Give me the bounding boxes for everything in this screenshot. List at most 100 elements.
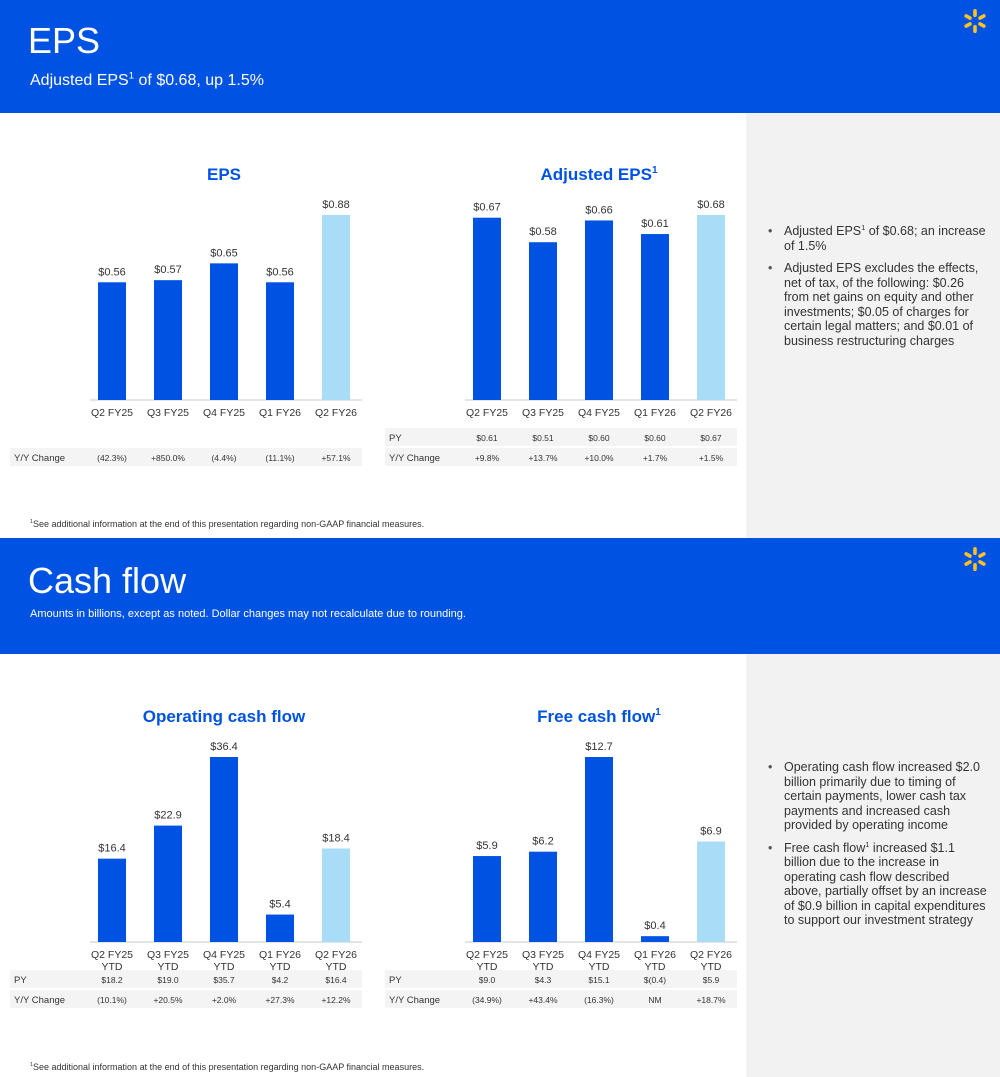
category-label: Q2 FY26: [690, 407, 732, 419]
chart-title: Operating cash flow: [143, 707, 306, 726]
category-label-line: Q2 FY25: [466, 949, 508, 961]
table-cell: $16.4: [325, 975, 347, 985]
bar: [473, 217, 501, 400]
bar: [585, 220, 613, 400]
footnote-mark: 1: [30, 519, 33, 525]
bar: [641, 936, 669, 942]
bullet-text: Adjusted EPS: [784, 224, 862, 238]
bar-value-label: $0.68: [697, 199, 725, 211]
table-row-label: Y/Y Change: [389, 453, 440, 464]
table-cell: +27.3%: [265, 995, 295, 1005]
cashflow-slide: Cash flow Amounts in billions, except as…: [0, 538, 1000, 1077]
eps-commentary-panel: Adjusted EPS1 of $0.68; an increase of 1…: [746, 113, 1000, 538]
category-label: Q4 FY25: [203, 407, 245, 419]
spark-ray: [978, 22, 986, 28]
bar-value-label: $22.9: [154, 810, 182, 822]
category-label-line: Q4 FY25: [578, 407, 620, 419]
adjusted-eps-chart: Adjusted EPS1 $0.67 Q2 FY25 $0.58 Q3 FY25 $0.…: [375, 150, 745, 470]
subtitle-text-post: of $0.68, up 1.5%: [134, 72, 264, 89]
bar-value-label: $0.66: [585, 204, 613, 216]
category-label-line: Q3 FY25: [522, 949, 564, 961]
bar-value-label: $36.4: [210, 741, 238, 753]
bar-value-label: $0.58: [529, 226, 557, 238]
cashflow-bullet-list: Operating cash flow increased $2.0 billi…: [768, 760, 988, 936]
bar-value-label: $18.4: [322, 832, 350, 844]
bar-value-label: $0.56: [266, 266, 294, 278]
bar-value-label: $6.9: [700, 825, 721, 837]
table-cell: $0.61: [476, 433, 498, 443]
category-label-line: Q3 FY25: [522, 407, 564, 419]
eps-chart: EPS $0.56 Q2 FY25 $0.57 Q3 FY25 $0.65 Q4 FY25 $…: [0, 150, 370, 470]
category-label: Q2 FY25 YTD: [91, 949, 133, 973]
chart-title: EPS: [207, 165, 241, 184]
subtitle-text-pre: Adjusted EPS: [30, 72, 129, 89]
bar-value-label: $16.4: [98, 843, 126, 855]
spark-ray: [973, 9, 977, 17]
walmart-spark-icon: [964, 547, 986, 571]
category-label: Q3 FY25: [522, 407, 564, 419]
table-cell: (34.9%): [472, 995, 502, 1005]
table-row-background: [10, 970, 362, 988]
chart-title-footnote-mark: 1: [655, 707, 661, 718]
bullet-footnote-mark: 1: [865, 839, 870, 849]
spark-ray: [964, 552, 972, 558]
free-cash-flow-chart: Free cash flow1 $5.9 Q2 FY25 YTD $6.2 Q3 FY25…: [375, 692, 745, 1012]
category-label-line: Q2 FY26: [690, 407, 732, 419]
bar-value-label: $6.2: [532, 836, 553, 848]
table-row-background: [385, 990, 737, 1008]
table-cell: +2.0%: [212, 995, 237, 1005]
cashflow-bullet-1: Operating cash flow increased $2.0 billi…: [768, 760, 988, 833]
bullet-text: of $0.68; an increase of 1.5%: [784, 224, 986, 253]
bullet-text: Free cash flow: [784, 840, 866, 855]
footnote-text: See additional information at the end of…: [33, 519, 425, 529]
table-cell: $(0.4): [644, 975, 666, 985]
bar: [210, 757, 238, 942]
table-cell: (4.4%): [211, 453, 236, 463]
cashflow-commentary-panel: Operating cash flow increased $2.0 billi…: [746, 654, 1000, 1077]
eps-bullet-list: Adjusted EPS1 of $0.68; an increase of 1…: [768, 224, 988, 356]
table-cell: +43.4%: [528, 995, 558, 1005]
table-cell: $5.9: [703, 975, 720, 985]
table-cell: +18.7%: [696, 995, 726, 1005]
page-subtitle: Adjusted EPS1 of $0.68, up 1.5%: [30, 70, 264, 90]
eps-header: EPS Adjusted EPS1 of $0.68, up 1.5%: [0, 0, 1000, 113]
table-cell: $4.3: [535, 975, 552, 985]
table-row-background: [385, 970, 737, 988]
bar: [697, 841, 725, 942]
table-cell: +9.8%: [475, 453, 500, 463]
bar: [154, 280, 182, 400]
footnote-mark: 1: [30, 1062, 33, 1068]
category-label-line: Q1 FY26: [259, 949, 301, 961]
category-label: Q4 FY25 YTD: [578, 949, 620, 973]
table-row-label: PY: [389, 975, 402, 986]
table-row-background: [10, 448, 362, 466]
spark-ray: [973, 563, 977, 571]
category-label-line: Q4 FY25: [578, 949, 620, 961]
category-label: Q2 FY26: [315, 407, 357, 419]
table-row-label: Y/Y Change: [14, 995, 65, 1006]
category-label: Q3 FY25 YTD: [522, 949, 564, 973]
table-cell: +10.0%: [584, 453, 614, 463]
bar-value-label: $12.7: [585, 741, 613, 753]
table-row-background: [10, 990, 362, 1008]
chart-svg: Free cash flow1 $5.9 Q2 FY25 YTD $6.2 Q3 FY25…: [385, 707, 737, 1008]
bar: [473, 856, 501, 942]
table-row-label: PY: [14, 975, 27, 986]
category-label-line: Q2 FY26: [315, 407, 357, 419]
eps-slide: EPS Adjusted EPS1 of $0.68, up 1.5% EPS $…: [0, 0, 1000, 538]
walmart-spark-icon: [964, 9, 986, 33]
spark-ray: [978, 14, 986, 20]
spark-ray: [964, 14, 972, 20]
page-title: Cash flow: [28, 560, 187, 601]
table-row-background: [385, 428, 737, 446]
subtitle-footnote-mark: 1: [128, 70, 135, 82]
bar-value-label: $0.61: [641, 218, 669, 230]
spark-ray: [978, 552, 986, 558]
eps-footnote: 1See additional information at the end o…: [30, 519, 424, 529]
category-label-line: Q3 FY25: [147, 407, 189, 419]
chart-title-footnote-mark: 1: [652, 165, 658, 176]
chart-svg: Adjusted EPS1 $0.67 Q2 FY25 $0.58 Q3 FY25 $0.…: [385, 165, 737, 466]
bar: [266, 282, 294, 400]
operating-cash-flow-chart: Operating cash flow $16.4 Q2 FY25 YTD $22.9 Q…: [0, 692, 370, 1012]
category-label: Q1 FY26: [259, 407, 301, 419]
